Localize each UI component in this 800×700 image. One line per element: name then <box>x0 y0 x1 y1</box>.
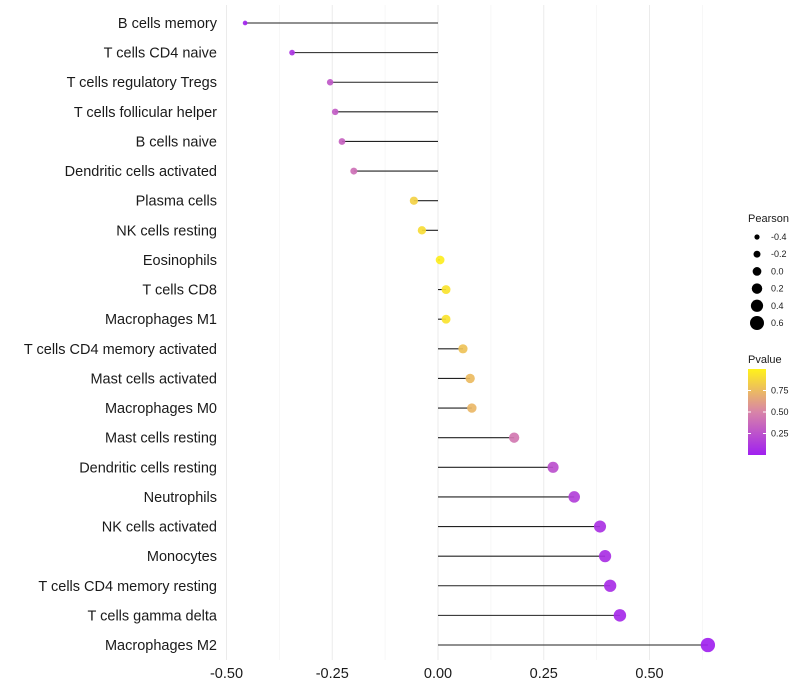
size-legend-key <box>750 316 764 330</box>
color-bar <box>748 369 766 455</box>
size-legend-key <box>753 250 761 258</box>
data-point <box>598 550 612 563</box>
y-tick-label: Macrophages M2 <box>105 638 217 654</box>
data-point <box>338 138 346 145</box>
y-tick-label: T cells CD8 <box>142 283 217 299</box>
y-tick-label: Monocytes <box>147 549 217 565</box>
y-tick-label: T cells CD4 memory resting <box>38 579 217 595</box>
data-point <box>700 637 716 653</box>
y-tick-label: NK cells resting <box>116 223 217 239</box>
data-point <box>441 285 451 295</box>
y-tick-label: T cells gamma delta <box>88 608 218 624</box>
data-point <box>593 520 607 533</box>
size-legend-label: 0.0 <box>771 266 784 276</box>
data-point <box>409 196 418 205</box>
data-point <box>435 255 445 265</box>
data-point <box>467 403 477 413</box>
y-tick-label: Mast cells activated <box>90 371 217 387</box>
y-axis-labels: B cells memory T cells CD4 naive T cells r… <box>24 16 218 654</box>
color-legend-label: 0.75 <box>771 386 789 396</box>
data-point <box>350 167 358 175</box>
size-legend-key <box>751 283 763 294</box>
y-tick-label: Macrophages M1 <box>105 312 217 328</box>
y-tick-label: Neutrophils <box>144 490 217 506</box>
legend-size-title: Pearson <box>748 213 789 225</box>
y-tick-label: T cells follicular helper <box>74 105 217 121</box>
y-tick-label: Dendritic cells resting <box>79 460 217 476</box>
size-legend: -0.4 -0.2 0.0 0.2 0.4 0.6 <box>750 232 787 330</box>
size-legend-label: -0.2 <box>771 249 787 259</box>
grid <box>226 5 703 660</box>
data-point <box>242 20 248 26</box>
y-tick-label: NK cells activated <box>102 520 217 536</box>
y-tick-label: T cells regulatory Tregs <box>67 75 217 91</box>
data-point <box>441 314 451 324</box>
size-legend-label: 0.4 <box>771 301 784 311</box>
data-point <box>465 373 475 384</box>
data-point <box>331 108 339 116</box>
stems <box>245 22 708 646</box>
x-tick-label: 0.50 <box>635 666 663 682</box>
color-legend-ticks: 0.75 0.50 0.25 <box>748 386 789 439</box>
y-tick-label: B cells naive <box>136 134 217 150</box>
size-legend-key <box>752 267 762 276</box>
y-tick-label: Macrophages M0 <box>105 401 217 417</box>
x-axis-ticks: -0.50 -0.25 0.00 0.25 0.50 <box>210 666 664 682</box>
legend-color-title: Pvalue <box>748 354 782 366</box>
y-tick-label: Dendritic cells activated <box>65 164 217 180</box>
data-point <box>289 49 295 56</box>
y-tick-label: Plasma cells <box>136 194 217 210</box>
data-point <box>613 609 627 622</box>
x-tick-label: 0.25 <box>530 666 558 682</box>
x-tick-label: -0.25 <box>316 666 349 682</box>
y-tick-label: Mast cells resting <box>105 431 217 447</box>
y-tick-label: B cells memory <box>118 16 218 32</box>
size-legend-label: 0.2 <box>771 284 784 294</box>
points <box>242 20 716 653</box>
data-point <box>604 579 617 592</box>
data-point <box>326 79 334 86</box>
y-tick-label: Eosinophils <box>143 253 217 269</box>
x-tick-label: -0.50 <box>210 666 243 682</box>
x-tick-label: 0.00 <box>424 666 452 682</box>
y-tick-label: T cells CD4 memory activated <box>24 342 217 358</box>
data-point <box>458 344 468 354</box>
size-legend-label: -0.4 <box>771 232 787 242</box>
data-point <box>547 461 559 473</box>
y-tick-label: T cells CD4 naive <box>104 46 217 62</box>
size-legend-key <box>750 299 764 312</box>
legend: Pearson -0.4 -0.2 0.0 0.2 0.4 0.6 Pvalue 0.75… <box>748 213 789 455</box>
data-point <box>568 491 580 503</box>
data-point <box>417 226 427 235</box>
data-point <box>508 432 520 443</box>
size-legend-key <box>754 234 760 240</box>
color-legend-label: 0.25 <box>771 429 789 439</box>
size-legend-label: 0.6 <box>771 318 784 328</box>
color-legend-label: 0.50 <box>771 407 789 417</box>
